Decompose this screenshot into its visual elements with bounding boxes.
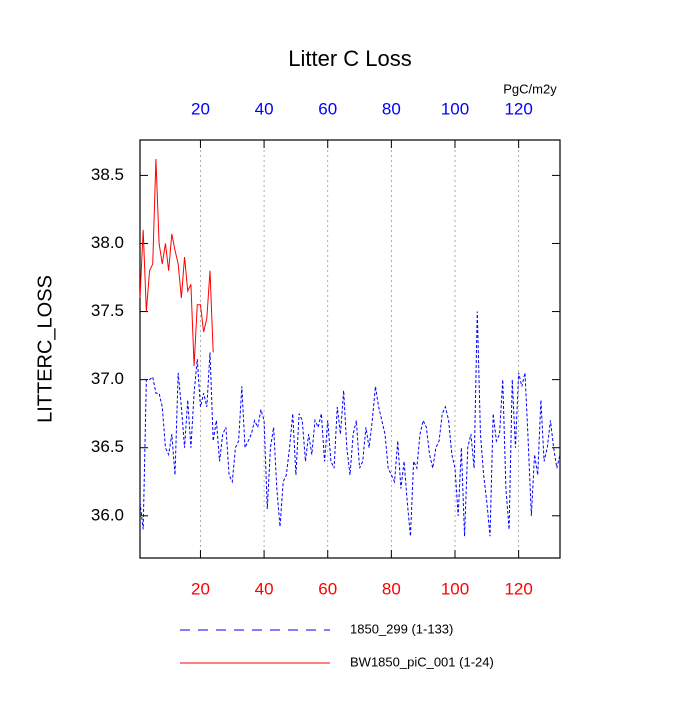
y-tick-label: 36.0 <box>91 505 124 524</box>
x-tick-label: 120 <box>504 579 532 598</box>
y-tick-label: 36.5 <box>91 437 124 456</box>
x2-tick-label: 40 <box>255 99 274 118</box>
x2-tick-label: 100 <box>441 99 469 118</box>
plot-frame <box>139 139 561 559</box>
series-line <box>139 311 561 537</box>
x2-tick-label: 80 <box>382 99 401 118</box>
legend-label: 1850_299 (1-133) <box>350 621 453 636</box>
legend-label: BW1850_piC_001 (1-24) <box>350 654 494 669</box>
top-axis-unit: PgC/m2y <box>503 81 557 96</box>
y-axis-label: LITTERC_LOSS <box>34 275 56 423</box>
chart-title: Litter C Loss <box>288 46 412 71</box>
x-tick-label: 20 <box>191 579 210 598</box>
x-tick-label: 60 <box>318 579 337 598</box>
y-tick-label: 37.0 <box>91 369 124 388</box>
x-tick-label: 40 <box>255 579 274 598</box>
x-tick-label: 80 <box>382 579 401 598</box>
series-line <box>139 159 214 367</box>
x2-tick-label: 60 <box>318 99 337 118</box>
y-tick-label: 37.5 <box>91 301 124 320</box>
x2-tick-label: 20 <box>191 99 210 118</box>
y-tick-label: 38.0 <box>91 233 124 252</box>
x2-tick-label: 120 <box>504 99 532 118</box>
y-tick-label: 38.5 <box>91 165 124 184</box>
x-tick-label: 100 <box>441 579 469 598</box>
